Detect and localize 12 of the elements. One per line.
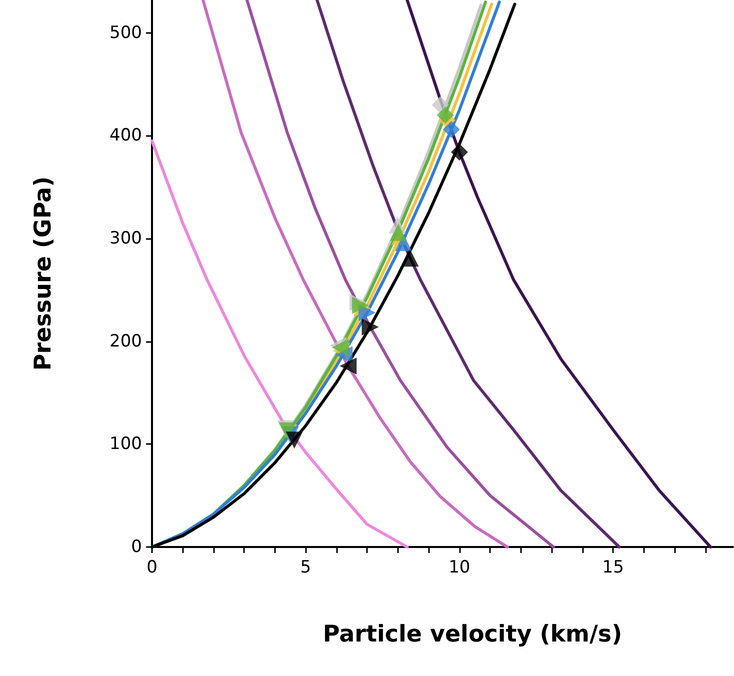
y-tick-label: 100 <box>110 434 142 454</box>
y-tick-label: 300 <box>110 228 142 249</box>
y-axis-title: Pressure (GPa) <box>30 176 56 371</box>
x-tick-label: 0 <box>146 558 158 578</box>
x-tick-label: 5 <box>300 558 312 578</box>
y-tick-label: 0 <box>131 537 142 557</box>
y-tick-label: 500 <box>110 22 142 43</box>
x-tick-label: 15 <box>602 558 624 578</box>
x-tick-label: 10 <box>448 558 470 578</box>
y-tick-label: 200 <box>110 331 142 352</box>
x-axis-title: Particle velocity (km/s) <box>322 622 622 648</box>
y-tick-label: 400 <box>110 126 142 146</box>
